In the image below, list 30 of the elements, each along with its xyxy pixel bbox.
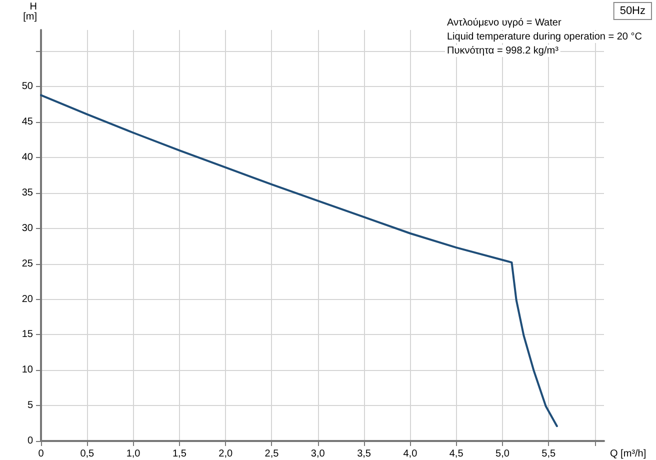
x-tick-label: 2,5 (264, 448, 280, 460)
y-tick-label: 45 (22, 116, 34, 128)
x-tick-label: 2,0 (218, 448, 233, 460)
annotation: Πυκνότητα = 998.2 kg/m³ (447, 46, 560, 56)
y-tick-label: 30 (22, 222, 34, 234)
x-tick-label: 0,5 (80, 448, 95, 460)
x-tick-label: 5,0 (496, 448, 510, 460)
y-tick-label: 25 (22, 258, 34, 270)
y-tick-label: 10 (22, 364, 34, 376)
y-tick-label: 15 (22, 329, 34, 340)
x-tick-label: 4,0 (403, 448, 418, 460)
y-tick-label: 20 (22, 294, 34, 305)
text: 50Hz (620, 5, 646, 17)
x-tick-label: 3,0 (310, 448, 326, 460)
line-series (40, 94, 558, 428)
y-tick-label: 5 (27, 400, 34, 412)
y-axis-title: H [m] (23, 2, 38, 22)
y-tick-label: 35 (22, 187, 34, 198)
y-tick-label: 40 (22, 152, 34, 164)
x-tick-label: 5,5 (542, 448, 556, 460)
x-tick-label: 1,5 (172, 448, 187, 460)
x-tick-label: 3,5 (357, 448, 372, 460)
x-tick-label: 4,5 (449, 448, 464, 460)
x-axis-title: Q [m³/h] (610, 448, 646, 460)
text: Αντλούμενο υγρό = Water (447, 18, 562, 28)
y-tick-label: 50 (22, 81, 34, 92)
x-tick-label: 1,0 (126, 448, 141, 460)
x-tick-label: 0 (38, 448, 44, 460)
y-tick-label: 0 (27, 436, 34, 446)
annotation: Liquid temperature during operation = 20 °C (447, 32, 642, 42)
